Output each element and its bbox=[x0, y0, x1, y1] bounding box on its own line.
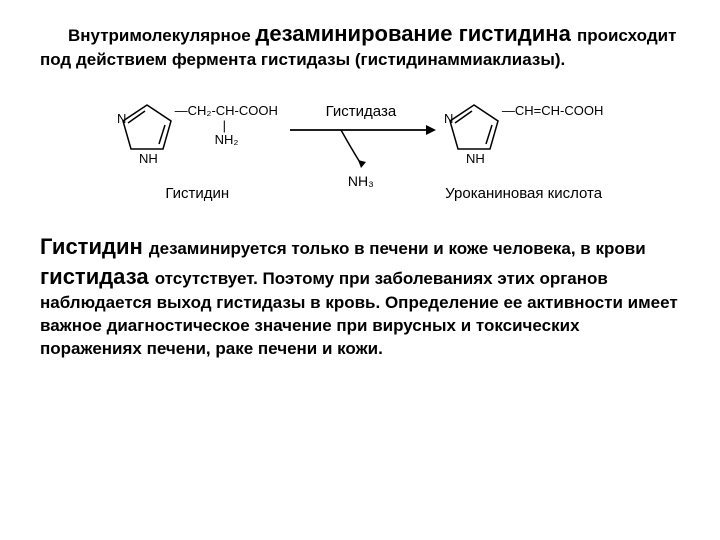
heading-paragraph: Внутримолекулярное дезаминирование гисти… bbox=[40, 20, 680, 71]
body-large1: Гистидин bbox=[40, 234, 149, 259]
reaction-diagram: N NH —CH₂-CH-COOH | NH₂ Гистидин Гистида… bbox=[40, 99, 680, 202]
reaction-arrow-block: Гистидаза NH₃ bbox=[286, 99, 436, 189]
svg-text:NH: NH bbox=[466, 151, 485, 166]
byproduct-label: NH₃ bbox=[286, 173, 436, 189]
imidazole-ring-icon: N NH bbox=[444, 99, 504, 171]
svg-text:N: N bbox=[117, 111, 126, 126]
heading-part2: дезаминирование гистидина bbox=[255, 21, 577, 46]
reactant-chain-line1: —CH₂-CH-COOH bbox=[175, 101, 278, 121]
body-paragraph: Гистидин дезаминируется только в печени … bbox=[40, 232, 680, 360]
reactant-label: Гистидин bbox=[117, 185, 278, 202]
svg-text:NH: NH bbox=[139, 151, 158, 166]
reactant-chain-line2: NH₂ bbox=[215, 130, 278, 150]
heading-part1: Внутримолекулярное bbox=[68, 26, 255, 45]
reactant-molecule: N NH —CH₂-CH-COOH | NH₂ Гистидин bbox=[117, 99, 278, 202]
product-molecule: N NH —CH=CH-COOH Уроканиновая кислота bbox=[444, 99, 603, 202]
reaction-arrow-icon bbox=[286, 120, 436, 170]
imidazole-ring-icon: N NH bbox=[117, 99, 177, 171]
body-large2: гистидаза bbox=[40, 264, 155, 289]
body-normal1: дезаминируется только в печени и коже че… bbox=[149, 239, 646, 258]
svg-text:N: N bbox=[444, 111, 453, 126]
reactant-chain-vline: | bbox=[223, 121, 278, 130]
product-label: Уроканиновая кислота bbox=[444, 185, 603, 202]
product-chain-line1: —CH=CH-COOH bbox=[502, 101, 603, 121]
enzyme-label: Гистидаза bbox=[286, 103, 436, 120]
